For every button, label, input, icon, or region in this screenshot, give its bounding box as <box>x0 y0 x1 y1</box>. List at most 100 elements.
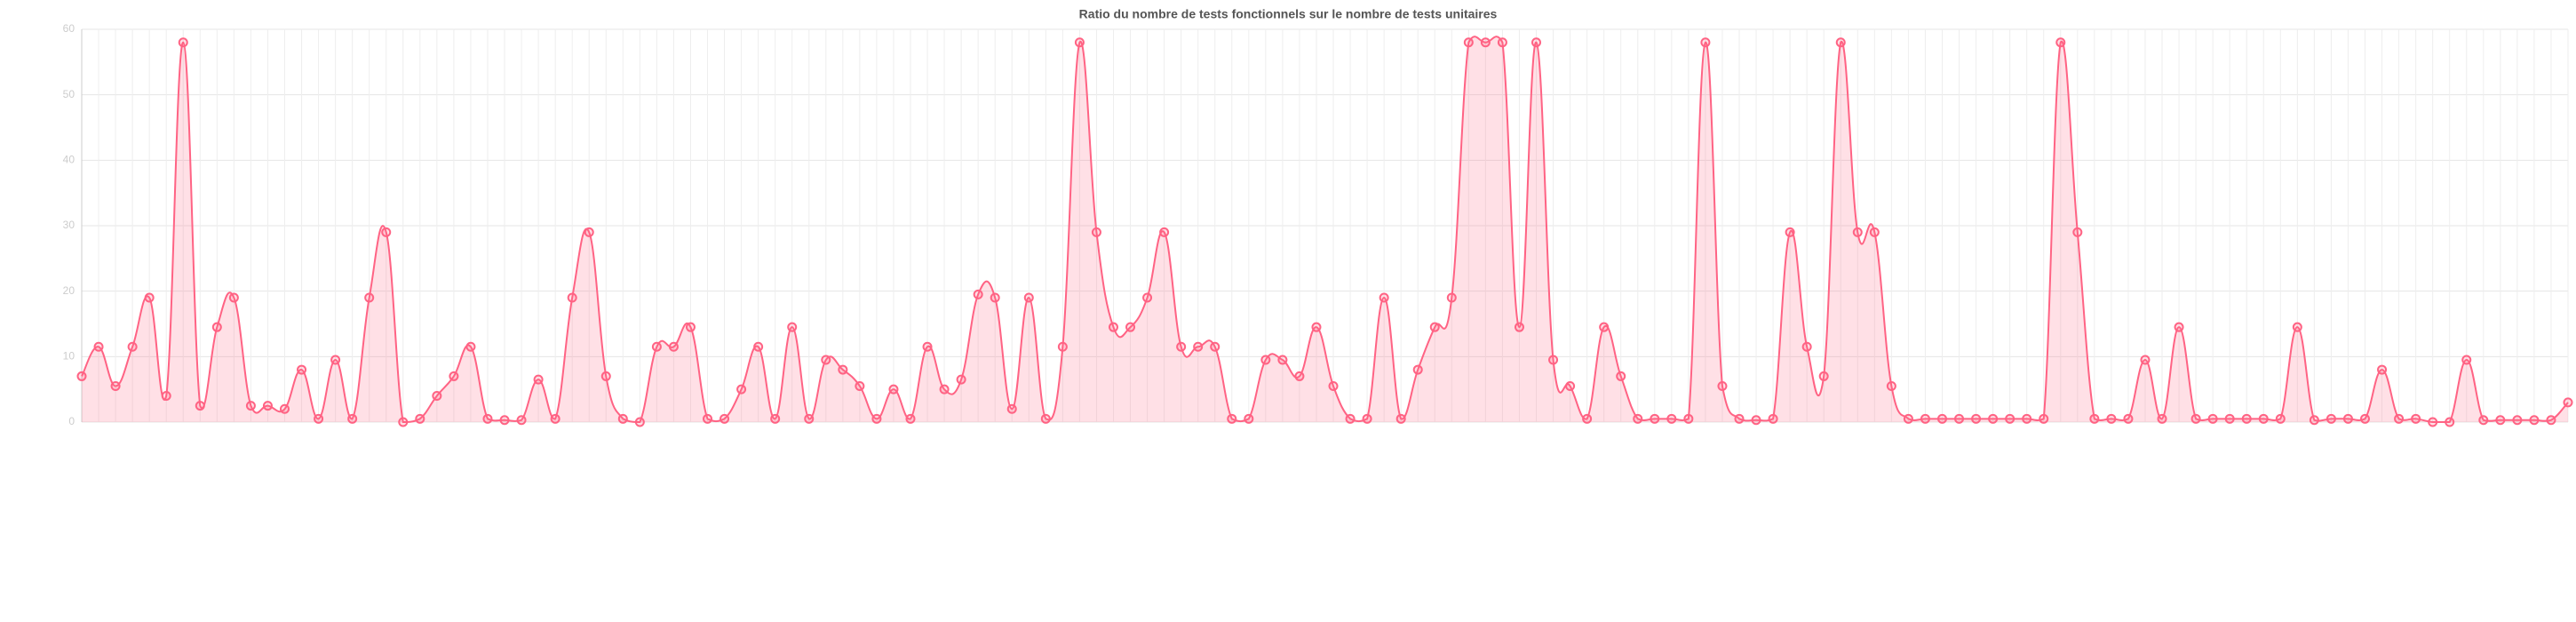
point <box>1582 413 1593 424</box>
point <box>956 374 966 385</box>
point <box>855 380 865 391</box>
point <box>2039 413 2049 424</box>
point <box>1040 413 1051 424</box>
point <box>990 292 1000 303</box>
point <box>482 413 493 424</box>
point <box>1565 380 1576 391</box>
point <box>2411 413 2421 424</box>
point <box>1700 37 1711 48</box>
point <box>330 355 341 365</box>
point <box>634 417 645 427</box>
point <box>2140 355 2151 365</box>
point <box>2445 417 2455 427</box>
point <box>2360 413 2371 424</box>
point <box>2563 397 2573 408</box>
point <box>2461 355 2472 365</box>
point <box>245 401 256 411</box>
point <box>1193 341 1204 352</box>
point <box>1395 413 1406 424</box>
point <box>1633 413 1643 424</box>
point <box>973 289 983 299</box>
point <box>1514 322 1524 332</box>
point <box>2258 413 2269 424</box>
point <box>1936 413 1947 424</box>
point <box>432 391 442 402</box>
point <box>76 371 87 381</box>
chart-title: Ratio du nombre de tests fonctionnels su… <box>1079 7 1498 21</box>
point <box>550 413 561 424</box>
point <box>600 371 611 381</box>
point <box>364 292 375 303</box>
point <box>2190 413 2201 424</box>
point <box>2224 413 2235 424</box>
point <box>1835 37 1846 48</box>
point <box>1023 292 1034 303</box>
y-tick-label: 20 <box>63 284 76 297</box>
point <box>905 413 916 424</box>
point <box>2005 413 2015 424</box>
point <box>1463 37 1474 48</box>
point <box>1734 413 1745 424</box>
point <box>516 415 527 426</box>
point <box>2512 415 2523 426</box>
point <box>1277 355 1288 365</box>
point <box>668 341 679 352</box>
point <box>1497 37 1507 48</box>
point <box>2055 37 2066 48</box>
point <box>195 401 205 411</box>
point <box>1142 292 1153 303</box>
point <box>2309 415 2319 426</box>
point <box>144 292 155 303</box>
point <box>415 413 425 424</box>
point <box>1159 227 1170 237</box>
point <box>127 341 138 352</box>
point <box>228 292 239 303</box>
point <box>1768 413 1778 424</box>
point <box>381 227 392 237</box>
area <box>82 36 2568 423</box>
y-tick-label: 60 <box>63 22 76 35</box>
point <box>2174 322 2184 332</box>
point <box>1125 322 1136 332</box>
point <box>1446 292 1457 303</box>
point <box>1785 227 1795 237</box>
point <box>2089 413 2100 424</box>
point <box>838 364 848 375</box>
point <box>787 322 798 332</box>
y-tick-label: 30 <box>63 219 76 231</box>
point <box>1176 341 1187 352</box>
point <box>1429 322 1440 332</box>
point <box>1227 413 1237 424</box>
point <box>2157 413 2167 424</box>
point <box>1869 227 1880 237</box>
point <box>1091 227 1101 237</box>
y-tick-label: 50 <box>63 88 76 100</box>
point <box>449 371 459 381</box>
y-tick-label: 0 <box>68 415 75 427</box>
point <box>1480 37 1491 48</box>
point <box>2394 413 2405 424</box>
point <box>1531 37 1542 48</box>
point <box>753 341 764 352</box>
point <box>871 413 882 424</box>
point <box>1362 413 1372 424</box>
point <box>2326 413 2336 424</box>
y-tick-label: 40 <box>63 154 76 166</box>
point <box>1886 380 1896 391</box>
point <box>398 417 409 427</box>
point <box>770 413 781 424</box>
point <box>1920 413 1930 424</box>
point <box>1954 413 1965 424</box>
point <box>651 341 662 352</box>
point <box>2428 417 2438 427</box>
point <box>1057 341 1068 352</box>
y-tick-label: 10 <box>63 350 76 363</box>
point <box>1903 413 1913 424</box>
point <box>499 415 510 426</box>
point <box>703 413 713 424</box>
point <box>2529 415 2540 426</box>
point <box>161 391 171 402</box>
point <box>685 322 696 332</box>
point <box>465 341 476 352</box>
